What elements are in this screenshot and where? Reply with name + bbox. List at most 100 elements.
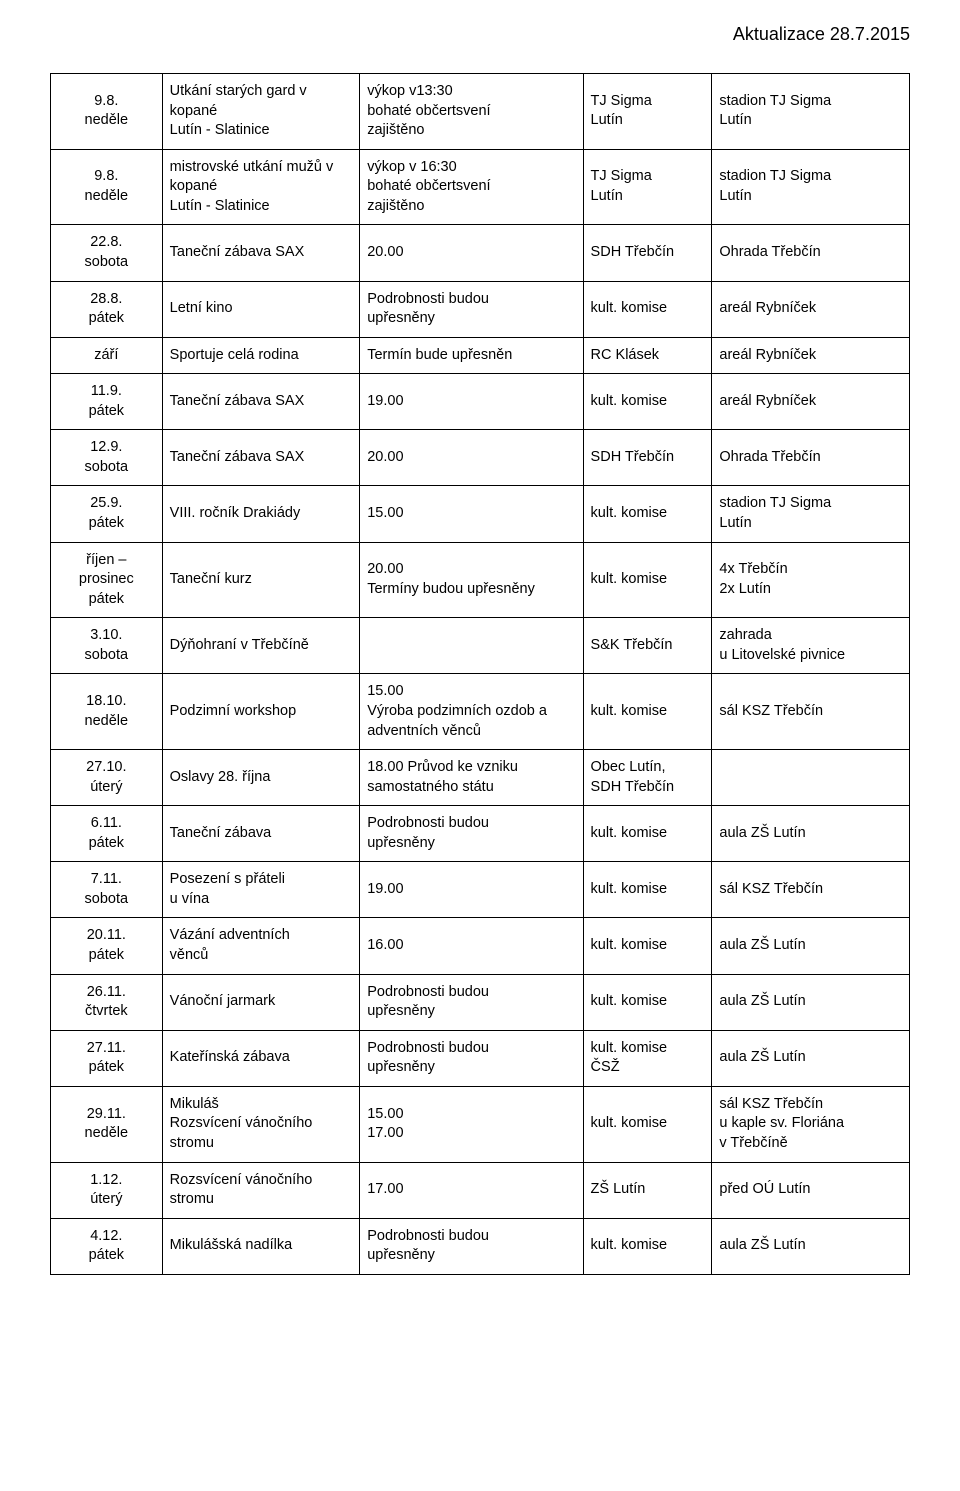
cell-detail: Termín bude upřesněn [360, 337, 583, 374]
cell-date: 20.11.pátek [51, 918, 163, 974]
cell-detail: Podrobnosti budouupřesněny [360, 1218, 583, 1274]
cell-organizer: RC Klásek [583, 337, 712, 374]
cell-date: 4.12.pátek [51, 1218, 163, 1274]
document-page: Aktualizace 28.7.2015 9.8.neděleUtkání s… [0, 0, 960, 1315]
table-row: 11.9.pátekTaneční zábava SAX19.00kult. k… [51, 374, 910, 430]
table-row: 9.8.nedělemistrovské utkání mužů v kopan… [51, 149, 910, 225]
cell-detail [360, 618, 583, 674]
table-row: 18.10.nedělePodzimní workshop15.00Výroba… [51, 674, 910, 750]
cell-place: aula ZŠ Lutín [712, 918, 910, 974]
cell-place: aula ZŠ Lutín [712, 974, 910, 1030]
cell-organizer: kult. komise [583, 374, 712, 430]
cell-event: Vánoční jarmark [162, 974, 360, 1030]
cell-detail: 15.00 [360, 486, 583, 542]
cell-date: 12.9.sobota [51, 430, 163, 486]
cell-date: 3.10.sobota [51, 618, 163, 674]
cell-detail: 20.00 [360, 430, 583, 486]
cell-date: 18.10.neděle [51, 674, 163, 750]
cell-organizer: kult. komise [583, 674, 712, 750]
cell-place: Ohrada Třebčín [712, 225, 910, 281]
table-row: 7.11.sobotaPosezení s přáteliu vína19.00… [51, 862, 910, 918]
cell-place: stadion TJ SigmaLutín [712, 486, 910, 542]
cell-organizer: kult. komiseČSŽ [583, 1030, 712, 1086]
cell-event: Mikulášská nadílka [162, 1218, 360, 1274]
cell-event: VIII. ročník Drakiády [162, 486, 360, 542]
cell-event: Rozsvícení vánočního stromu [162, 1162, 360, 1218]
table-row: 27.10.úterýOslavy 28. října18.00 Průvod … [51, 750, 910, 806]
cell-detail: 15.00Výroba podzimních ozdob a adventníc… [360, 674, 583, 750]
cell-event: Kateřínská zábava [162, 1030, 360, 1086]
cell-detail: Podrobnosti budouupřesněny [360, 806, 583, 862]
cell-organizer: ZŠ Lutín [583, 1162, 712, 1218]
cell-event: Letní kino [162, 281, 360, 337]
cell-date: 7.11.sobota [51, 862, 163, 918]
cell-detail: 19.00 [360, 374, 583, 430]
cell-detail: Podrobnosti budouupřesněny [360, 281, 583, 337]
cell-event: Taneční zábava SAX [162, 430, 360, 486]
cell-detail: 16.00 [360, 918, 583, 974]
cell-date: září [51, 337, 163, 374]
cell-event: Podzimní workshop [162, 674, 360, 750]
cell-place: aula ZŠ Lutín [712, 806, 910, 862]
table-row: 20.11.pátekVázání adventníchvěnců16.00ku… [51, 918, 910, 974]
table-row: 22.8.sobotaTaneční zábava SAX20.00SDH Tř… [51, 225, 910, 281]
cell-place: areál Rybníček [712, 281, 910, 337]
cell-date: 1.12.úterý [51, 1162, 163, 1218]
cell-place: před OÚ Lutín [712, 1162, 910, 1218]
cell-organizer: kult. komise [583, 918, 712, 974]
cell-date: 26.11.čtvrtek [51, 974, 163, 1030]
events-table: 9.8.neděleUtkání starých gard v kopanéLu… [50, 73, 910, 1275]
cell-date: 27.10.úterý [51, 750, 163, 806]
table-row: 29.11.neděleMikulášRozsvícení vánočního … [51, 1086, 910, 1162]
cell-place: stadion TJ SigmaLutín [712, 149, 910, 225]
cell-place: areál Rybníček [712, 337, 910, 374]
cell-detail: Podrobnosti budouupřesněny [360, 974, 583, 1030]
cell-organizer: kult. komise [583, 486, 712, 542]
table-row: 27.11.pátekKateřínská zábavaPodrobnosti … [51, 1030, 910, 1086]
cell-event: Utkání starých gard v kopanéLutín - Slat… [162, 74, 360, 150]
cell-place: zahradau Litovelské pivnice [712, 618, 910, 674]
cell-organizer: kult. komise [583, 862, 712, 918]
update-date-text: Aktualizace 28.7.2015 [50, 24, 910, 45]
cell-organizer: TJ SigmaLutín [583, 149, 712, 225]
table-row: 12.9.sobotaTaneční zábava SAX20.00SDH Tř… [51, 430, 910, 486]
cell-detail: 20.00Termíny budou upřesněny [360, 542, 583, 618]
cell-place: aula ZŠ Lutín [712, 1030, 910, 1086]
table-row: 26.11.čtvrtekVánoční jarmarkPodrobnosti … [51, 974, 910, 1030]
cell-date: 25.9.pátek [51, 486, 163, 542]
cell-place: Ohrada Třebčín [712, 430, 910, 486]
table-row: 28.8.pátekLetní kinoPodrobnosti budouupř… [51, 281, 910, 337]
cell-organizer: TJ SigmaLutín [583, 74, 712, 150]
cell-organizer: kult. komise [583, 1218, 712, 1274]
cell-event: Posezení s přáteliu vína [162, 862, 360, 918]
cell-place: sál KSZ Třebčín [712, 674, 910, 750]
cell-detail: 17.00 [360, 1162, 583, 1218]
cell-event: Taneční zábava SAX [162, 225, 360, 281]
cell-organizer: kult. komise [583, 974, 712, 1030]
table-row: 6.11.pátekTaneční zábavaPodrobnosti budo… [51, 806, 910, 862]
cell-organizer: kult. komise [583, 281, 712, 337]
cell-place: stadion TJ SigmaLutín [712, 74, 910, 150]
cell-event: Taneční kurz [162, 542, 360, 618]
cell-date: 29.11.neděle [51, 1086, 163, 1162]
cell-date: 27.11.pátek [51, 1030, 163, 1086]
cell-place: areál Rybníček [712, 374, 910, 430]
cell-organizer: S&K Třebčín [583, 618, 712, 674]
cell-event: Taneční zábava SAX [162, 374, 360, 430]
cell-date: 22.8.sobota [51, 225, 163, 281]
cell-event: Vázání adventníchvěnců [162, 918, 360, 974]
table-row: 4.12.pátekMikulášská nadílkaPodrobnosti … [51, 1218, 910, 1274]
cell-organizer: kult. komise [583, 1086, 712, 1162]
cell-detail: 18.00 Průvod ke vzniku samostatného stát… [360, 750, 583, 806]
cell-date: 28.8.pátek [51, 281, 163, 337]
cell-organizer: SDH Třebčín [583, 225, 712, 281]
table-row: 3.10.sobotaDýňohraní v TřebčíněS&K Třebč… [51, 618, 910, 674]
cell-detail: výkop v 16:30bohaté občertsvenízajištěno [360, 149, 583, 225]
cell-organizer: SDH Třebčín [583, 430, 712, 486]
cell-detail: 20.00 [360, 225, 583, 281]
cell-place: aula ZŠ Lutín [712, 1218, 910, 1274]
cell-date: 9.8.neděle [51, 74, 163, 150]
cell-event: Taneční zábava [162, 806, 360, 862]
cell-date: 9.8.neděle [51, 149, 163, 225]
table-row: 25.9.pátekVIII. ročník Drakiády15.00kult… [51, 486, 910, 542]
